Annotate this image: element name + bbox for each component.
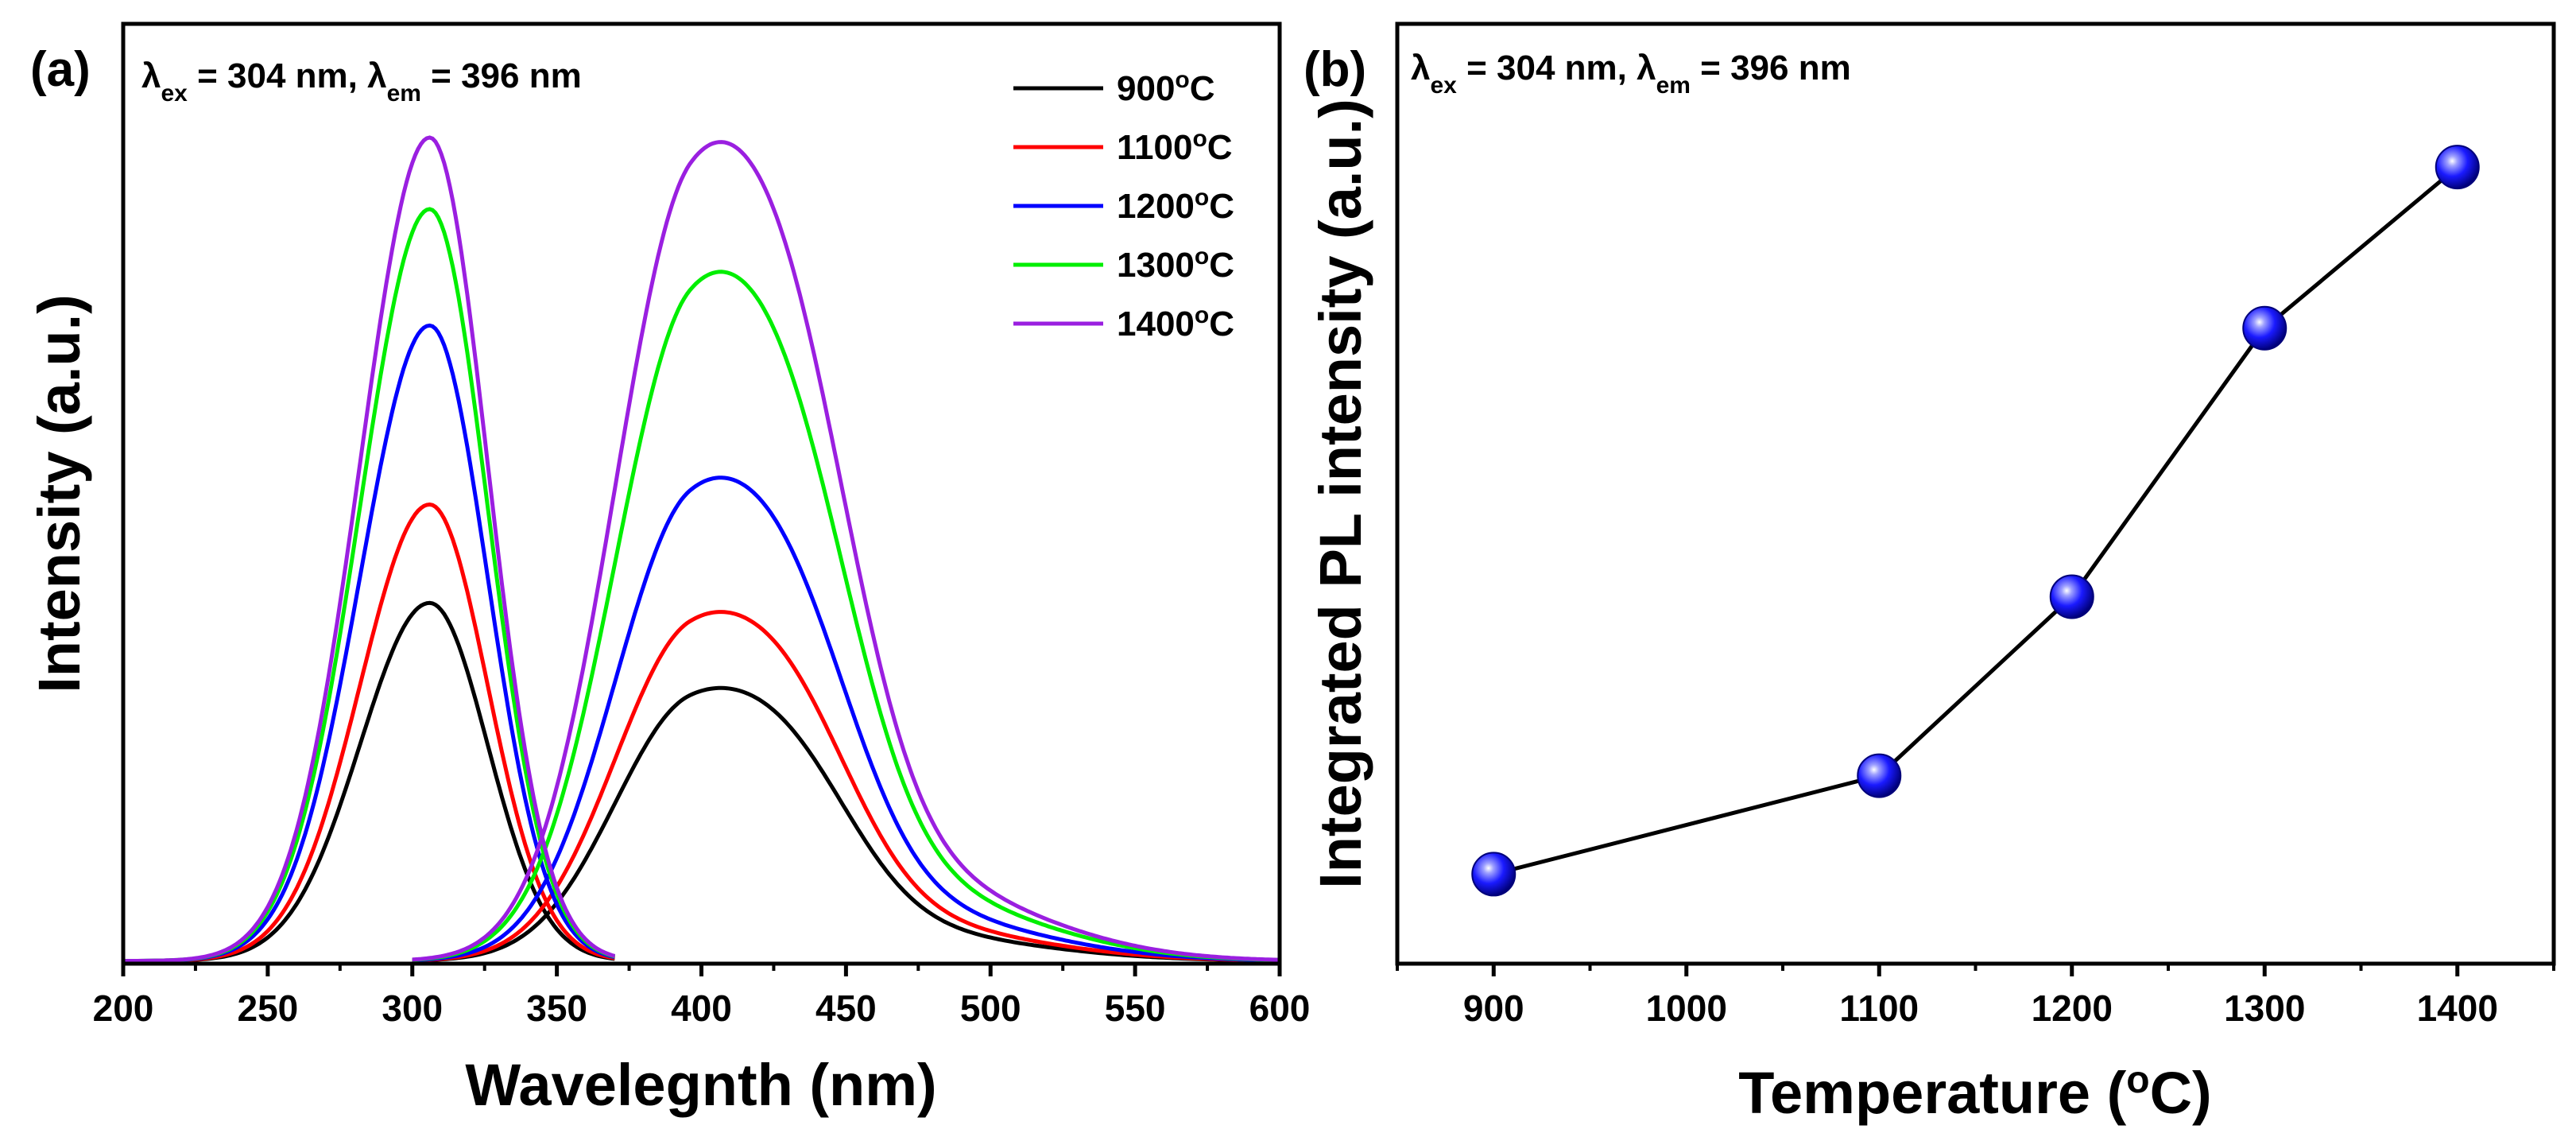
x-tick-label: 550 xyxy=(1105,988,1166,1029)
panel-b-label: (b) xyxy=(1303,42,1366,97)
panel-b-y-axis-label: Integrated PL intensity (a.u.) xyxy=(1307,99,1373,889)
excitation-curve-1300 xyxy=(123,207,616,964)
x-tick-label: 300 xyxy=(382,988,443,1029)
x-tick-label: 450 xyxy=(815,988,877,1029)
panel-b-chart: (b) 900 1000 1100 1200 1300 1400 λex = 304 nm… xyxy=(1303,21,2556,1127)
panel-b-x-axis-label: Temperature (oC) xyxy=(1738,1059,2211,1127)
panel-a-y-axis-label: Intensity (a.u.) xyxy=(26,294,92,693)
data-point-900 xyxy=(1471,852,1517,897)
legend-label-900: 900oC xyxy=(1117,67,1215,109)
emission-curve-1100 xyxy=(412,610,1280,963)
panel-a-curves xyxy=(123,135,1280,964)
panel-a-x-ticks: 200 250 300 350 400 450 500 550 600 xyxy=(93,964,1311,1029)
x-tick-label: 500 xyxy=(960,988,1021,1029)
emission-curve-900 xyxy=(412,685,1280,963)
panel-a-legend: 900oC 1100oC 1200oC 1300oC 1400oC xyxy=(1013,67,1234,344)
panel-a-x-axis-label: Wavelegnth (nm) xyxy=(465,1052,936,1118)
panel-a-annotation: λex = 304 nm, λem = 396 nm xyxy=(141,56,582,107)
excitation-curve-1400 xyxy=(123,135,616,964)
x-tick-label: 1400 xyxy=(2417,988,2498,1029)
data-point-1400 xyxy=(2435,145,2480,190)
x-tick-label: 600 xyxy=(1249,988,1311,1029)
emission-curve-1400 xyxy=(412,140,1280,962)
panel-a-chart: (a) 200 250 300 350 400 450 500 550 600 λex = 30… xyxy=(26,21,1311,1118)
data-point-1100 xyxy=(1857,753,1902,798)
x-tick-label: 250 xyxy=(238,988,299,1029)
connecting-line xyxy=(1493,165,2459,876)
panel-a-label: (a) xyxy=(30,42,91,97)
legend-label-1300: 1300oC xyxy=(1117,243,1234,285)
x-tick-label: 1100 xyxy=(1839,988,1919,1029)
panel-b-x-ticks: 900 1000 1100 1200 1300 1400 xyxy=(1396,964,2555,1029)
emission-curve-1300 xyxy=(412,270,1280,962)
panel-b-annotation: λex = 304 nm, λem = 396 nm xyxy=(1411,49,1851,99)
panel-b-plot-frame xyxy=(1395,21,2556,966)
panel-b-series xyxy=(1471,145,2480,897)
x-tick-label: 1000 xyxy=(1646,988,1727,1029)
data-point-1300 xyxy=(2242,305,2287,351)
x-tick-label: 1300 xyxy=(2224,988,2305,1029)
x-tick-label: 200 xyxy=(93,988,154,1029)
legend-label-1400: 1400oC xyxy=(1117,302,1234,344)
x-tick-label: 350 xyxy=(526,988,587,1029)
emission-curve-1200 xyxy=(412,475,1280,963)
data-point-1200 xyxy=(2049,574,2094,619)
legend-label-1200: 1200oC xyxy=(1117,184,1234,227)
x-tick-label: 1200 xyxy=(2032,988,2113,1029)
legend-label-1100: 1100oC xyxy=(1117,126,1233,168)
x-tick-label: 400 xyxy=(671,988,732,1029)
x-tick-label: 900 xyxy=(1463,988,1524,1029)
